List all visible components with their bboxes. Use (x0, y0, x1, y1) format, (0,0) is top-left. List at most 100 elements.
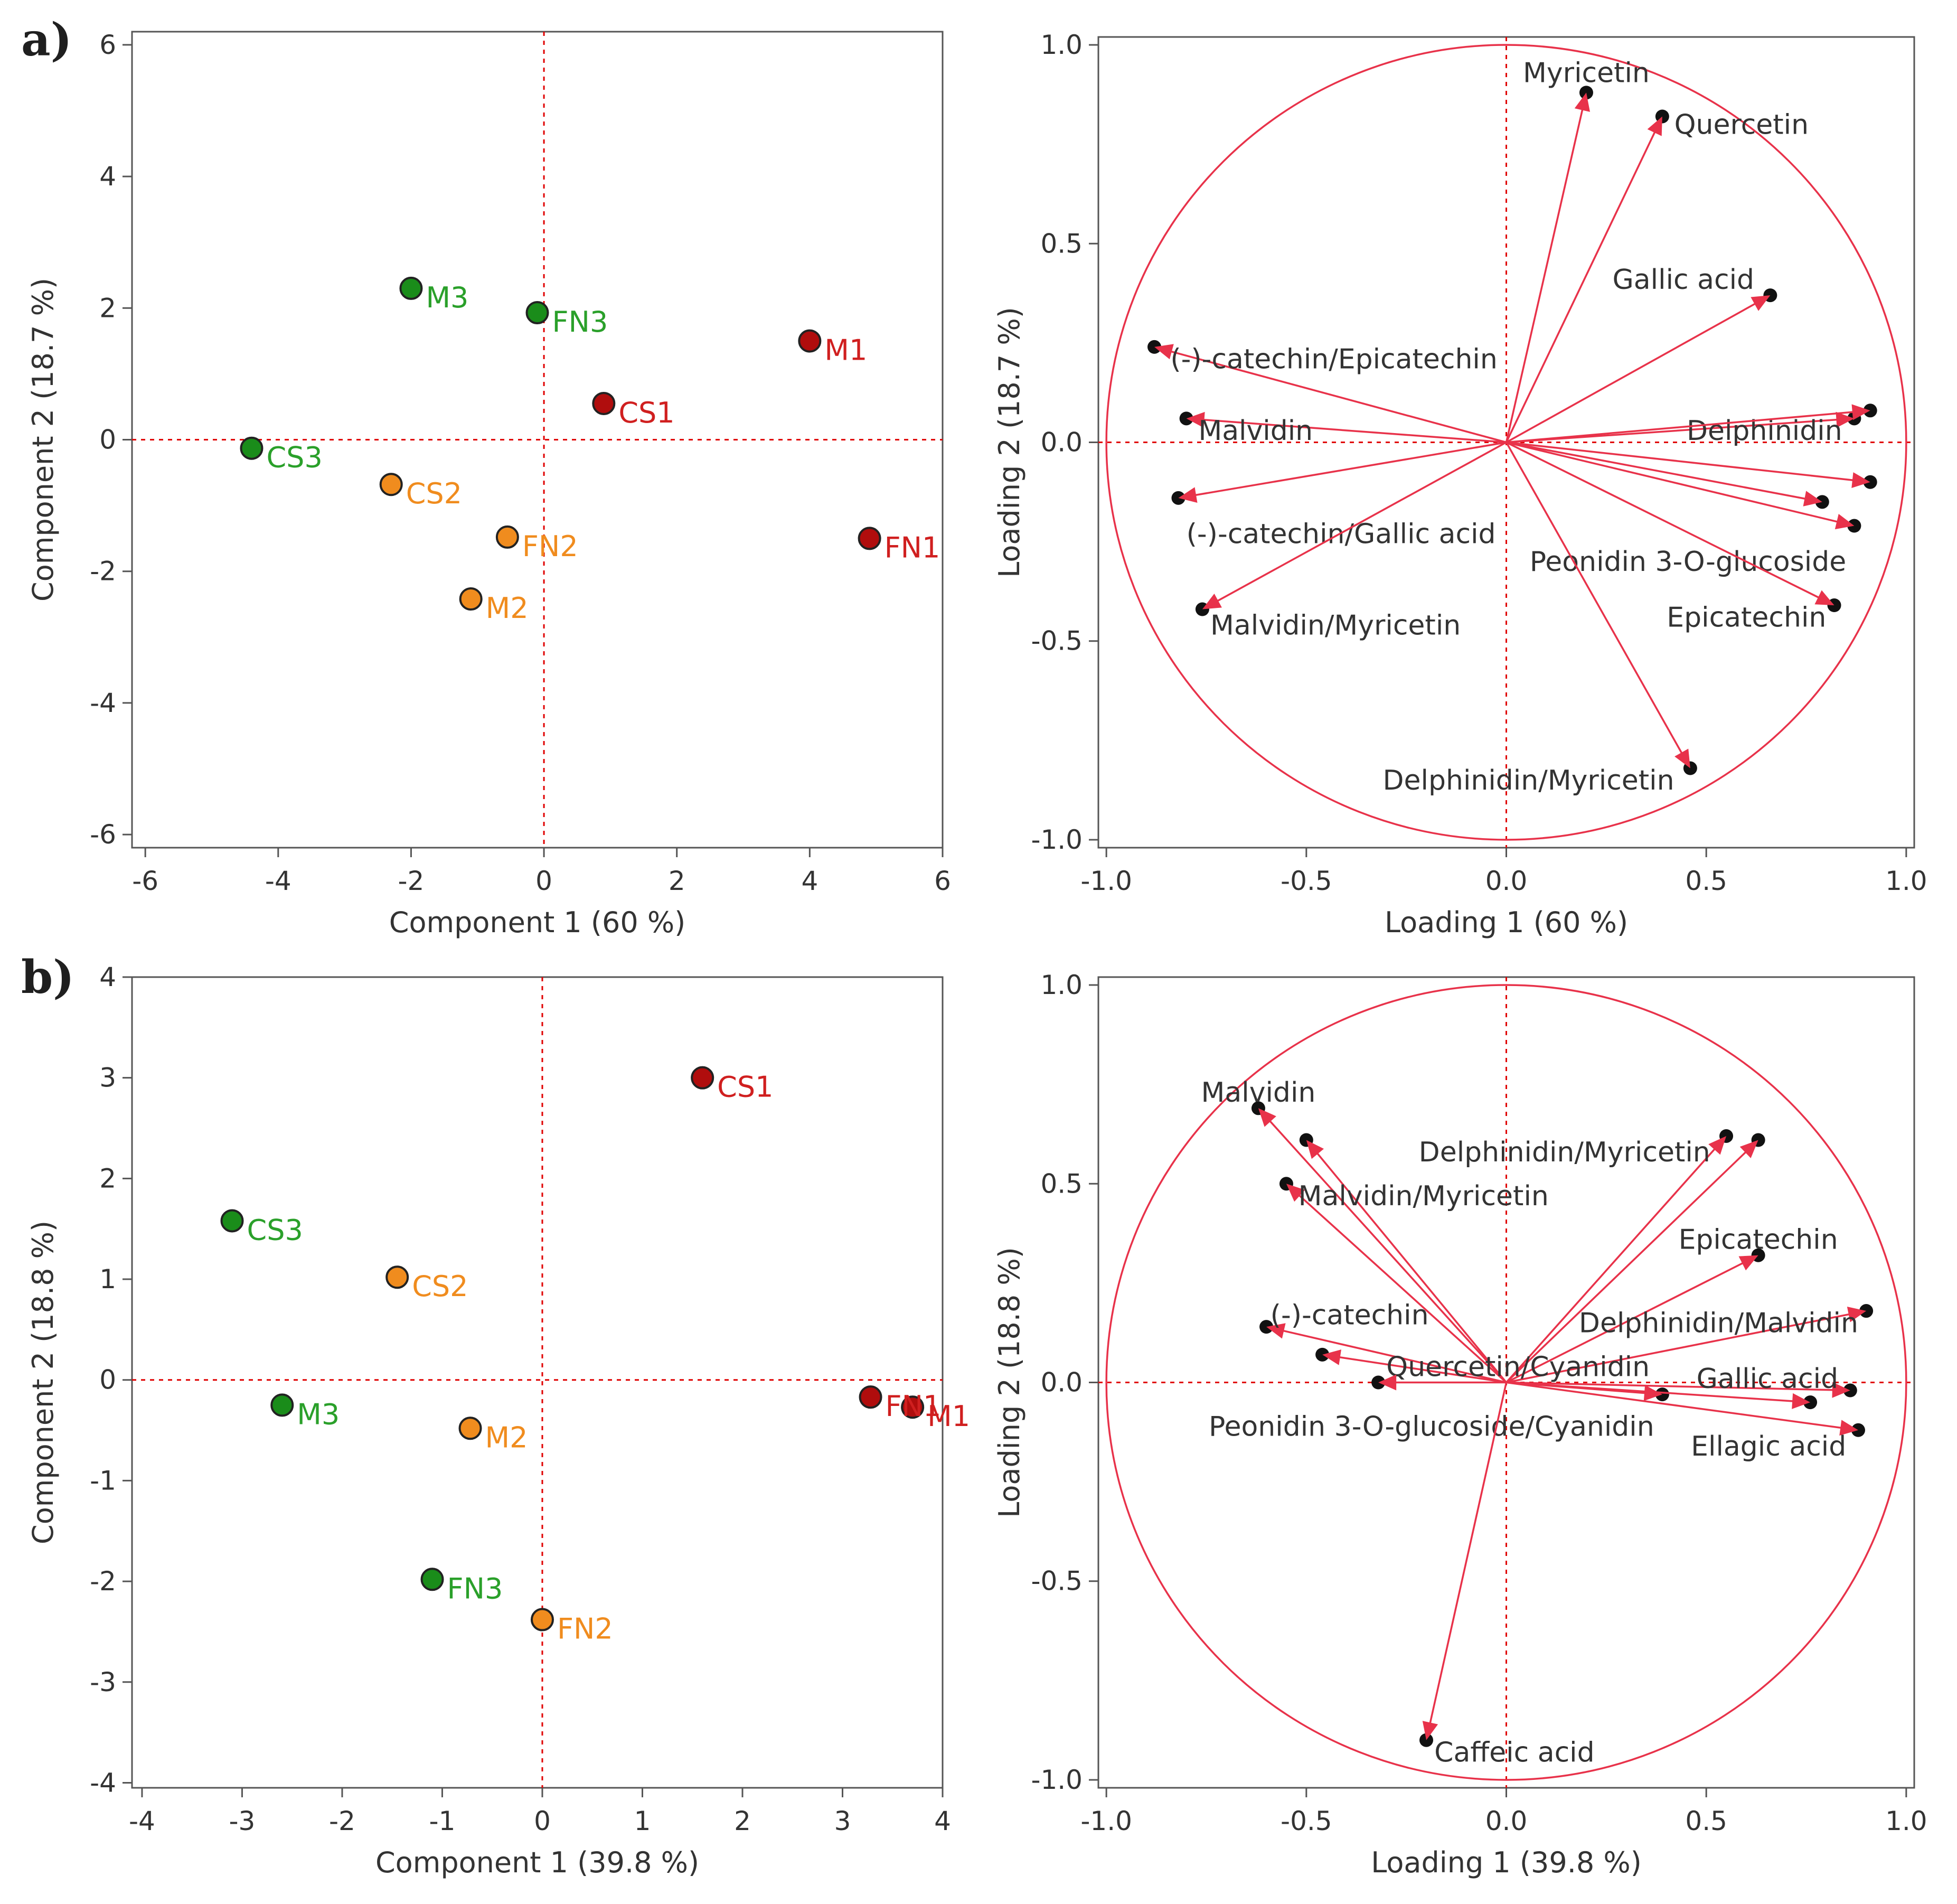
b-scores-x-tick-label: 3 (834, 1806, 851, 1836)
loading-label-malvidin: Malvidin (1198, 415, 1313, 447)
loading-arrow-delphinidin-myricetin (1506, 1135, 1727, 1383)
score-label-fn1: FN1 (885, 531, 940, 564)
a-loadings-y-tick-label: 1.0 (1040, 30, 1083, 60)
loading-label-peonidin-3-o-glucoside: Peonidin 3-O-glucoside (1530, 546, 1846, 578)
a-loadings-x-tick-label: 0.0 (1485, 866, 1528, 896)
a-scores-x-axis-label: Component 1 (60 %) (389, 906, 686, 939)
b-loadings-y-tick-label: -1.0 (1031, 1765, 1083, 1795)
b-scores-y-tick-label: 0 (99, 1365, 116, 1395)
score-point-m1 (798, 329, 822, 353)
loading-arrow-vector-8 (1506, 441, 1823, 503)
loading-label-catechin-gallic-acid: (-)-catechin/Gallic acid (1187, 519, 1496, 550)
loading-arrowhead-gallic-acid (1751, 295, 1771, 311)
loading-arrow-delphinidin-malvidin (1506, 1310, 1867, 1384)
a-scores-y-tick-label: 4 (99, 161, 116, 192)
loading-arrow-catechin (1266, 1326, 1507, 1384)
loading-label-quercetin-cyanidin: Quercetin/Cyanidin (1386, 1351, 1650, 1383)
loading-arrowhead-vector-11 (1643, 1385, 1662, 1401)
a-scores-x-tick-label: 4 (801, 866, 818, 896)
loading-arrow-catechin-epicatechin (1154, 346, 1507, 444)
score-label-fn2: FN2 (557, 1612, 613, 1646)
score-label-cs1: CS1 (717, 1071, 773, 1104)
loading-arrow-epicatechin (1506, 1254, 1759, 1384)
loading-arrowhead-vector-7 (1851, 472, 1870, 488)
chart-a-loadings: -1.0 -0.5 0.0 0.5 1.0 -1.0 -0.5 0.0 0.5 1.0 Loadin… (993, 30, 1927, 939)
score-point-fn3 (525, 301, 549, 325)
loading-arrowhead-delphinidin-myricetin (1674, 748, 1690, 768)
b-loadings-unit-circle (1105, 984, 1907, 1781)
score-point-m2 (459, 587, 483, 611)
loading-label-malvidin: Malvidin (1201, 1077, 1316, 1109)
a-loadings-y-tick-label: -0.5 (1031, 626, 1083, 656)
a-loadings-y-tick-label: 0.0 (1040, 427, 1083, 458)
loading-arrowhead-delphinidin-malvidin (1847, 1306, 1867, 1323)
b-scores-x-tick-label: -1 (429, 1806, 456, 1836)
a-scores-x-tick-label: -2 (398, 866, 425, 896)
loading-label-gallic-acid: Gallic acid (1697, 1363, 1839, 1395)
score-point-m1 (901, 1395, 925, 1419)
loading-arrow-malvidin-myricetin (1285, 1183, 1507, 1383)
b-loadings-y-tick-label: 0.0 (1040, 1367, 1083, 1398)
b-scores-y-tick-label: -4 (90, 1767, 116, 1798)
a-loadings-y-tick-label: 0.5 (1040, 228, 1083, 259)
loading-label-delphinidin-myricetin: Delphinidin/Myricetin (1383, 765, 1674, 796)
loading-arrow-delphinidin-myricetin (1505, 442, 1691, 769)
score-label-m2: M2 (485, 1421, 528, 1454)
loading-arrowhead-malvidin (1258, 1108, 1276, 1127)
loading-arrowhead-gallic-acid (1832, 1382, 1850, 1398)
b-scores-x-tick-label: 0 (534, 1806, 551, 1836)
b-scores-x-tick-label: -3 (229, 1806, 256, 1836)
panel-letter-a: a) (21, 13, 72, 67)
score-label-cs3: CS3 (266, 441, 322, 474)
loading-arrow-quercetin-cyanidin (1322, 1354, 1507, 1384)
a-loadings-y-tick-label: -1.0 (1031, 824, 1083, 855)
b-scores-y-tick-label: 4 (99, 962, 116, 992)
b-loadings-y-tick-label: 0.5 (1040, 1168, 1083, 1199)
loading-arrowhead-vector-6 (1851, 404, 1870, 420)
score-point-fn2 (530, 1608, 554, 1631)
loading-arrowhead-quercetin (1647, 116, 1662, 136)
b-scores-y-tick-label: -2 (90, 1566, 116, 1597)
loading-arrow-vector-7 (1506, 441, 1870, 483)
loading-arrow-malvidin (1186, 417, 1507, 444)
chart-b-scores: -4 -3 -2 -1 0 1 2 3 4 -4 -3 -2 -1 0 1 2 3 4 Component 1 (3… (26, 962, 970, 1879)
score-point-fn1 (859, 1385, 882, 1409)
score-point-m3 (399, 276, 423, 300)
score-point-cs1 (691, 1066, 714, 1090)
loading-arrow-caffeic-acid (1425, 1382, 1508, 1741)
loading-arrow-vector-6 (1506, 409, 1870, 444)
loading-arrowhead-myricetin (1574, 92, 1591, 112)
b-scores-y-tick-label: -1 (90, 1465, 116, 1496)
score-label-fn2: FN2 (522, 530, 578, 563)
loading-arrow-gallic-acid (1506, 294, 1771, 444)
loading-label-quercetin: Quercetin (1674, 109, 1809, 141)
loading-arrowhead-caffeic-acid (1422, 1721, 1438, 1740)
score-point-cs2 (379, 473, 403, 496)
a-loadings-x-tick-label: -0.5 (1281, 866, 1332, 896)
score-label-fn1: FN1 (886, 1390, 942, 1423)
loading-arrowhead-epicatechin (1814, 590, 1834, 606)
a-scores-y-tick-label: -4 (90, 688, 116, 718)
loading-arrow-vector-1 (1305, 1139, 1507, 1383)
b-scores-y-tick-label: 3 (99, 1063, 116, 1093)
b-loadings-y-tick-label: 1.0 (1040, 970, 1083, 1000)
loading-label-myricetin: Myricetin (1523, 58, 1650, 89)
b-loadings-x-tick-label: 0.0 (1485, 1806, 1528, 1836)
b-scores-y-axis-label: Component 2 (18.8 %) (26, 1221, 60, 1544)
loading-label-malvidin-myricetin: Malvidin/Myricetin (1299, 1180, 1549, 1212)
a-scores-y-tick-label: 0 (99, 425, 116, 455)
a-scores-y-axis-label: Component 2 (18.7 %) (26, 278, 60, 602)
score-label-m1: M1 (927, 1400, 970, 1433)
b-loadings-x-tick-label: -0.5 (1281, 1806, 1332, 1836)
score-label-m1: M1 (824, 334, 867, 367)
a-scores-y-tick-label: 6 (99, 30, 116, 60)
score-label-m3: M3 (297, 1397, 340, 1431)
loading-arrowhead-vector-4 (1739, 1140, 1758, 1158)
loading-arrow-peonidin-3-o-glucoside (1506, 441, 1855, 527)
a-loadings-x-tick-label: 1.0 (1885, 866, 1927, 896)
a-scores-x-tick-label: -4 (265, 866, 291, 896)
b-scores-x-tick-label: -4 (129, 1806, 155, 1836)
b-scores-y-tick-label: -3 (90, 1667, 116, 1697)
